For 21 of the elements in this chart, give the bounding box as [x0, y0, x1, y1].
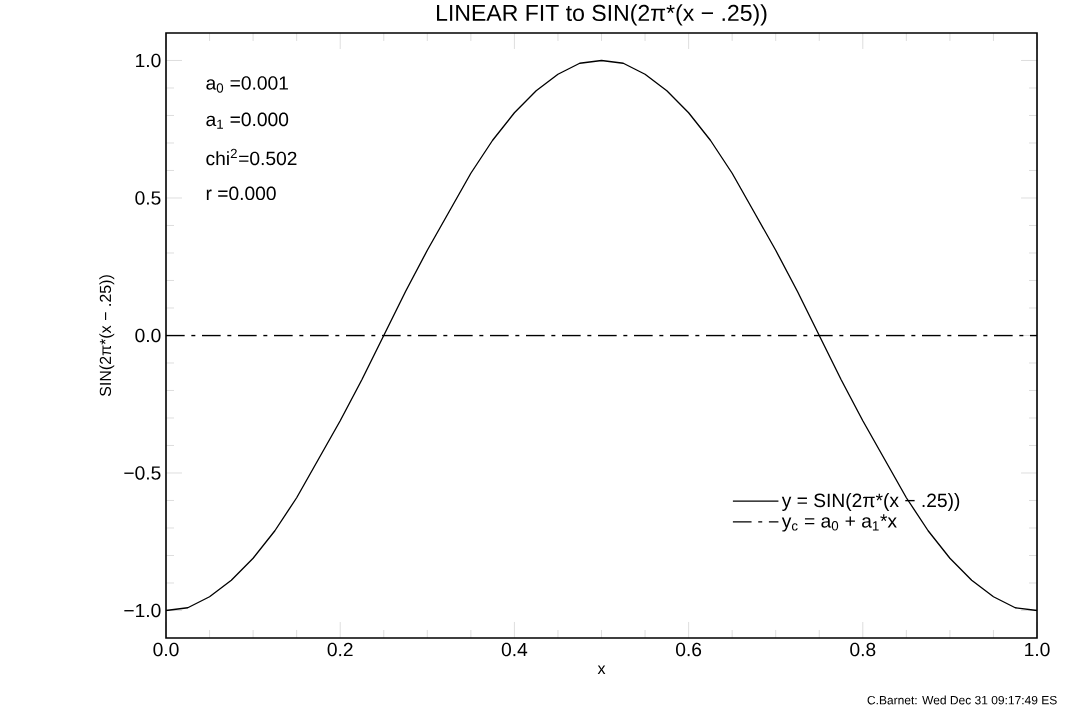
- x-tick-label: 1.0: [1025, 642, 1050, 657]
- y-tick-label: −1.0: [124, 603, 161, 618]
- y-tick-label: 0.5: [135, 191, 161, 205]
- annotation: a$_{0}$ =0.001: [206, 76, 288, 93]
- annotation: chi$^{2}$=0.502: [206, 148, 297, 166]
- y-tick-label: 1.0: [136, 53, 161, 68]
- text: C.Barnet: Wed Dec 31 09:17:49 ES: [867, 695, 1057, 705]
- x-tick-label: 0.8: [850, 642, 876, 657]
- annotation: a$_{1}$ =0.000: [206, 112, 289, 129]
- x-tick-label: 0.6: [676, 642, 702, 657]
- y-tick-label: 0.0: [135, 328, 161, 343]
- chart-title: LINEAR FIT to SIN(2π*(x − .25)): [437, 4, 767, 26]
- legend-label: y$_{c}$ = a$_{0}$ + a$_{1}$*x: [781, 514, 897, 532]
- x-tick-label: 0.2: [327, 642, 353, 657]
- annotation: r =0.000: [206, 186, 276, 201]
- x-tick-label: 0.4: [501, 642, 528, 657]
- x-axis-title: x: [597, 665, 606, 674]
- y-tick-label: −0.5: [124, 466, 161, 480]
- legend-label: y = SIN(2π*(x − .25)): [781, 493, 960, 511]
- y-axis-title: SIN(2π*(x − .25)): [99, 275, 115, 397]
- x-tick-label: 0.0: [153, 642, 179, 657]
